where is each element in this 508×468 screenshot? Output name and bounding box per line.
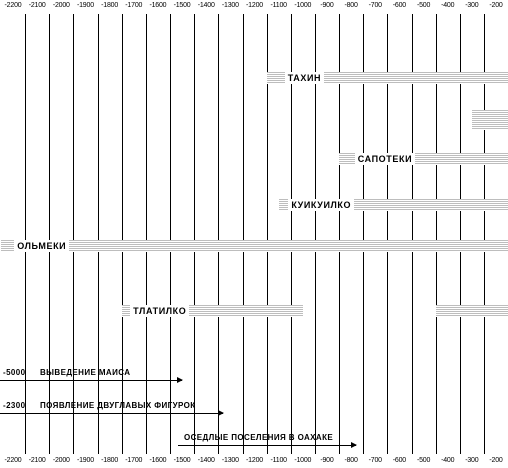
year-tick-label: -2000 [52, 457, 70, 464]
gridline [387, 14, 389, 454]
event-description: ВЫВЕДЕНИЕ МАИСА [40, 368, 131, 377]
year-tick-label: -2200 [4, 457, 22, 464]
year-tick-label: -1800 [101, 457, 119, 464]
gridline [121, 14, 123, 454]
year-tick-label: -900 [320, 2, 334, 9]
year-tick-label: -1800 [101, 2, 119, 9]
gridline [459, 14, 461, 454]
event-year: -2300 [3, 401, 26, 410]
year-tick-label: -1500 [173, 2, 191, 9]
culture-label: ТЛАТИЛКО [130, 305, 190, 317]
year-tick-label: -1300 [221, 2, 239, 9]
year-tick-label: -2000 [52, 2, 70, 9]
year-tick-label: -1900 [76, 2, 94, 9]
year-tick-label: -1600 [149, 2, 167, 9]
gridline [363, 14, 365, 454]
gridline [170, 14, 172, 454]
year-tick-label: -800 [344, 2, 358, 9]
year-tick-label: -600 [392, 457, 406, 464]
gridline [484, 14, 485, 454]
year-tick-label: -1200 [246, 457, 263, 464]
event-arrow [178, 442, 357, 448]
gridline [218, 14, 220, 454]
gridline [339, 14, 341, 454]
culture-label: ТАХИН [284, 72, 325, 84]
year-tick-label: -1100 [270, 2, 287, 9]
year-tick-label: -1900 [76, 457, 94, 464]
year-tick-label: -1700 [125, 457, 143, 464]
gridline [25, 14, 27, 454]
culture-band [471, 110, 508, 130]
year-tick-label: -1600 [149, 457, 167, 464]
culture-label: ОЛЬМЕКИ [14, 240, 70, 252]
year-tick-label: -300 [465, 2, 479, 9]
year-tick-label: -1200 [246, 2, 263, 9]
year-tick-label: -500 [416, 457, 431, 464]
gridline [314, 14, 316, 454]
year-tick-label: -200 [489, 457, 503, 464]
year-tick-label: -2200 [4, 2, 22, 9]
year-tick-label: -1000 [294, 457, 312, 464]
culture-label: САПОТЕКИ [354, 153, 416, 165]
year-tick-label: -400 [441, 457, 455, 464]
gridline [73, 14, 75, 454]
event-arrow [0, 410, 225, 416]
year-tick-label: -1500 [173, 457, 191, 464]
year-tick-label: -700 [368, 457, 382, 464]
gridline [266, 14, 268, 454]
event-arrow [0, 377, 184, 383]
gridline [194, 14, 196, 454]
year-tick-label: -2100 [28, 2, 46, 9]
culture-label: КУИКУИЛКО [288, 199, 355, 211]
year-tick-label: -500 [416, 2, 431, 9]
year-tick-label: -400 [441, 2, 455, 9]
year-tick-label: -1400 [197, 457, 215, 464]
gridline [49, 14, 51, 454]
year-tick-label: -900 [320, 457, 334, 464]
culture-band [266, 72, 508, 84]
event-description: ПОЯВЛЕНИЕ ДВУГЛАВЫХ ФИГУРОК [40, 401, 196, 410]
year-tick-label: -1000 [294, 2, 312, 9]
culture-band [435, 305, 508, 317]
gridline [290, 14, 292, 454]
year-tick-label: -300 [465, 457, 479, 464]
gridline [145, 14, 147, 454]
year-tick-label: -1700 [125, 2, 143, 9]
culture-band [1, 240, 508, 252]
year-tick-label: -1300 [221, 457, 239, 464]
event-year: -5000 [3, 368, 26, 377]
year-tick-label: -1400 [197, 2, 215, 9]
year-tick-label: -700 [368, 2, 382, 9]
year-tick-label: -800 [344, 457, 358, 464]
gridline [435, 14, 437, 454]
year-tick-label: -1100 [270, 457, 287, 464]
year-tick-label: -2100 [28, 457, 46, 464]
year-tick-label: -200 [489, 2, 503, 9]
gridline [411, 14, 413, 454]
event-description: ОСЕДЛЫЕ ПОСЕЛЕНИЯ В ОАХАКЕ [184, 433, 334, 442]
year-tick-label: -600 [392, 2, 406, 9]
gridline [97, 14, 99, 454]
gridline [242, 14, 244, 454]
